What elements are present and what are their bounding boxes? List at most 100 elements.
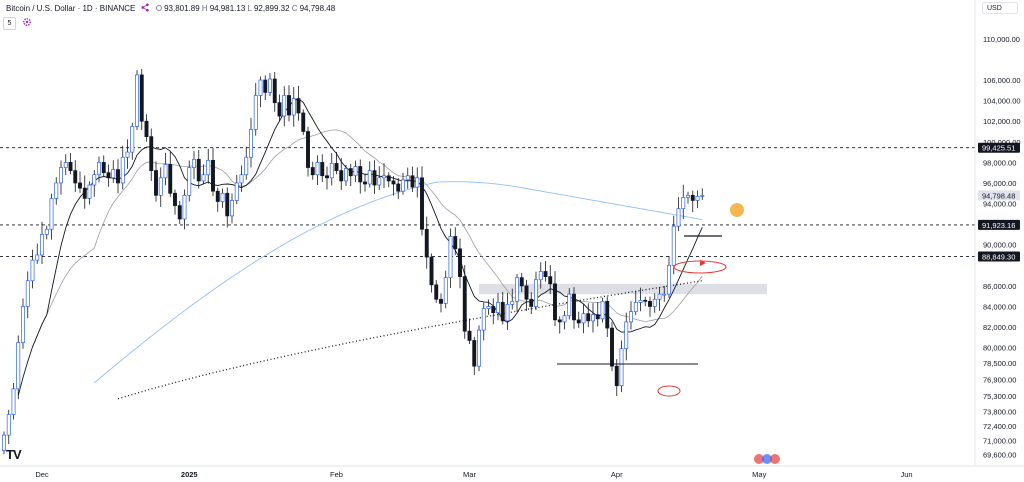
candle-body: [177, 205, 182, 220]
price-tag-label: 91,923.16: [982, 221, 1015, 230]
candle-body: [643, 299, 648, 302]
price-tag-box: [978, 251, 1020, 262]
candle-body: [92, 174, 97, 186]
candle-body: [633, 302, 638, 312]
candle-body: [344, 168, 348, 182]
candle-body: [234, 182, 239, 201]
open-value: 93,801.89: [164, 4, 200, 13]
open-label: O: [155, 4, 163, 13]
candle-body: [348, 168, 353, 177]
candle-body: [182, 194, 187, 220]
candle-body: [600, 300, 605, 320]
x-tick-label: May: [752, 470, 766, 479]
candle-body: [567, 293, 572, 317]
candle-body: [59, 167, 63, 184]
candle-body: [676, 208, 681, 227]
y-tick-label: 80,000.00: [983, 344, 1016, 353]
candle-body: [686, 194, 690, 198]
candle-body: [538, 271, 543, 281]
candle-body: [671, 225, 676, 266]
price-tag-box: [978, 190, 1020, 201]
y-tick-label: 78,500.00: [983, 359, 1016, 368]
price-tag-label: 94,798.48: [982, 191, 1015, 200]
candle-body: [581, 313, 586, 324]
y-tick-label: 71,000.00: [983, 436, 1016, 445]
candle-body: [249, 129, 253, 158]
ma-dotted-line: [117, 280, 703, 400]
scale-button[interactable]: 5: [3, 17, 16, 30]
candle-body: [201, 174, 206, 182]
candle-body: [173, 192, 177, 206]
price-tag-label: 99,425.51: [982, 144, 1015, 153]
candle-body: [477, 329, 481, 367]
candle-body: [429, 256, 434, 286]
candle-body: [87, 184, 92, 199]
y-tick-label: 96,000.00: [983, 179, 1016, 188]
candle-body: [334, 163, 339, 171]
candle-body: [629, 311, 633, 323]
candle-body: [30, 259, 35, 282]
candle-body: [586, 313, 591, 322]
symbol-header: Bitcoin / U.S. Dollar · 1D · BINANCE O 93…: [6, 3, 335, 13]
y-tick-label: 102,000.00: [983, 117, 1021, 126]
y-tick-label: 106,000.00: [983, 76, 1021, 85]
candle-body: [158, 177, 163, 196]
candle-body: [486, 306, 491, 309]
candle-body: [220, 192, 225, 202]
x-tick-label: Jun: [900, 470, 912, 479]
currency-selector[interactable]: USD: [982, 2, 1018, 14]
candle-body: [467, 330, 472, 341]
ma-fast-line: [17, 98, 703, 396]
candle-body: [405, 175, 410, 181]
y-tick-label: 110,000.00: [983, 35, 1020, 44]
candle-body: [386, 175, 391, 182]
candle-body: [391, 180, 396, 185]
y-tick-label: 75,300.00: [983, 392, 1016, 401]
candle-body: [68, 162, 73, 171]
candle-body: [82, 187, 87, 199]
candle-body: [424, 228, 429, 258]
candle-body: [306, 131, 310, 168]
candle-body: [163, 164, 168, 179]
candle-body: [481, 308, 486, 331]
candle-body: [700, 194, 705, 197]
candle-body: [529, 298, 534, 307]
candle-body: [239, 174, 244, 184]
candle-body: [287, 95, 291, 116]
high-label: H: [201, 4, 208, 13]
candle-body: [472, 340, 477, 367]
candle-body: [458, 248, 462, 277]
candle-body: [377, 177, 382, 186]
candle-body: [591, 314, 595, 322]
candle-body: [149, 136, 154, 171]
candle-body: [268, 78, 272, 93]
candle-body: [320, 162, 325, 177]
low-value: 92,899.32: [253, 4, 290, 13]
price-axis[interactable]: 110,000.00 106,000.00 104,000.00 102,000.00…: [983, 35, 1021, 460]
candle-body: [192, 158, 196, 168]
candle-body: [496, 302, 500, 313]
candle-body: [301, 112, 306, 132]
price-tag-box: [978, 219, 1020, 230]
horizontal-levels: [0, 147, 975, 257]
candle-body: [135, 74, 139, 127]
candlesticks: [2, 69, 705, 455]
candle-body: [358, 166, 363, 183]
candle-body: [54, 182, 59, 199]
share-icon[interactable]: [141, 3, 150, 12]
candle-body: [63, 162, 68, 168]
candle-body: [206, 159, 211, 176]
candle-body: [125, 151, 130, 158]
candle-body: [372, 170, 377, 186]
candle-body: [510, 300, 515, 305]
time-axis[interactable]: Dec 2025 Feb Mar Apr May Jun: [35, 470, 912, 479]
support-zone: [479, 283, 767, 295]
candle-body: [443, 277, 448, 304]
candle-body: [576, 319, 581, 324]
candle-body: [524, 285, 529, 300]
close-value: 94,798.48: [299, 4, 336, 13]
low-circle-annotation: [657, 385, 681, 397]
gear-icon[interactable]: [22, 17, 32, 27]
highlight-dot: [730, 203, 744, 217]
